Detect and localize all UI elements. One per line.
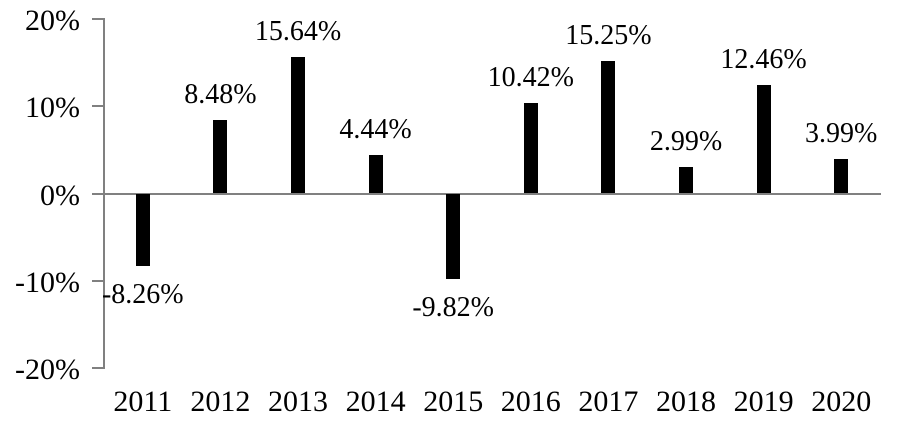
y-tick-label: 20%	[25, 4, 80, 38]
bar-2018	[679, 167, 693, 194]
y-tick-label: -20%	[15, 352, 80, 386]
x-tick-label-2016: 2016	[500, 385, 561, 418]
x-tick-label-2019: 2019	[733, 385, 794, 418]
bar-value-label-2020: 3.99%	[805, 117, 878, 149]
y-tick	[92, 18, 105, 21]
bar-2020	[834, 158, 849, 194]
x-tick-label-2015: 2015	[423, 385, 484, 418]
bar-value-label-2018: 2.99%	[649, 126, 723, 158]
zero-baseline	[92, 192, 881, 195]
bar-value-label-2015: -9.82%	[412, 292, 495, 324]
x-tick-label-2014: 2014	[345, 385, 406, 418]
x-tick-label-2013: 2013	[268, 385, 328, 418]
bar-2011	[135, 193, 150, 266]
y-tick-label: 0%	[40, 178, 80, 212]
bar-2019	[756, 84, 771, 194]
bar-value-label-2019: 12.46%	[720, 43, 807, 75]
y-tick	[92, 105, 105, 108]
bar-value-label-2016: 10.42%	[487, 61, 574, 93]
x-tick-label-2012: 2012	[190, 385, 251, 418]
bar-value-label-2011: -8.26%	[101, 278, 184, 310]
bar-2013	[291, 57, 305, 194]
bar-2015	[446, 193, 461, 280]
y-tick	[92, 366, 105, 369]
y-tick	[92, 192, 105, 195]
bar-value-label-2013: 15.64%	[254, 16, 342, 48]
x-tick-label-2017: 2017	[578, 385, 639, 418]
bar-value-label-2017: 15.25%	[565, 19, 652, 51]
bar-2014	[368, 154, 383, 194]
y-tick-label: 10%	[25, 91, 80, 125]
y-tick	[92, 279, 105, 282]
bar-value-label-2012: 8.48%	[184, 78, 257, 110]
x-tick-label-2011: 2011	[113, 385, 173, 418]
bar-value-label-2014: 4.44%	[339, 113, 412, 145]
x-tick-label-2018: 2018	[656, 385, 716, 418]
bar-2016	[523, 102, 538, 194]
y-tick-label: -10%	[15, 265, 80, 299]
bar-2017	[601, 60, 616, 194]
bar-2012	[213, 119, 228, 194]
x-tick-label-2020: 2020	[811, 385, 872, 418]
